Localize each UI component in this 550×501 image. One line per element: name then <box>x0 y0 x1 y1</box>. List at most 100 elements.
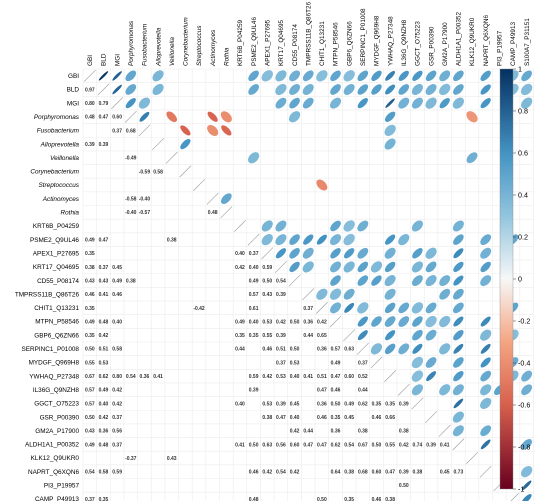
correlation-ellipse <box>357 70 369 82</box>
correlation-ellipse <box>425 70 437 82</box>
correlation-value-label: 0.67 <box>358 442 368 448</box>
correlation-value-label: 0.38 <box>126 278 136 284</box>
legend-tick-label: 0.8 <box>518 106 528 115</box>
correlation-ellipse <box>452 411 464 423</box>
correlation-value-label: 0.38 <box>385 497 395 501</box>
correlation-ellipse <box>453 275 464 286</box>
column-label: GBP6_Q6ZN66 <box>346 21 353 66</box>
correlation-value-label: 0.74 <box>413 442 423 448</box>
column-label: Corynebacterium <box>183 17 190 66</box>
row-label: MTPN_P58546 <box>35 319 79 326</box>
correlation-ellipse <box>289 261 300 273</box>
correlation-ellipse <box>453 370 464 382</box>
correlation-ellipse <box>180 138 191 150</box>
correlation-value-label: 0.49 <box>99 388 109 394</box>
correlation-ellipse <box>371 316 382 327</box>
diagonal-slash <box>165 151 178 164</box>
correlation-value-label: 0.50 <box>317 497 327 501</box>
correlation-ellipse <box>180 125 191 136</box>
row-label: GBP6_Q6ZN66 <box>34 332 79 339</box>
correlation-ellipse <box>398 302 410 314</box>
column-label: Veillonella <box>169 37 176 66</box>
correlation-value-label: 0.40 <box>235 401 245 407</box>
correlation-ellipse <box>248 152 260 164</box>
correlation-ellipse <box>466 152 478 164</box>
correlation-value-label: 0.45 <box>344 415 354 421</box>
column-label: Rothia <box>224 47 231 66</box>
correlation-ellipse <box>385 70 396 81</box>
correlation-ellipse <box>138 97 151 109</box>
correlation-value-label: 0.35 <box>99 497 109 501</box>
correlation-ellipse <box>453 70 464 82</box>
correlation-value-label: -0.58 <box>125 197 137 203</box>
correlation-ellipse <box>425 83 437 95</box>
row-label: NAPRT_Q6XQN6 <box>28 469 79 476</box>
correlation-ellipse <box>453 84 464 95</box>
correlation-ellipse <box>112 84 122 95</box>
correlation-value-label: 0.41 <box>303 374 313 380</box>
correlation-ellipse <box>411 97 423 109</box>
correlation-value-label: 0.54 <box>344 442 354 448</box>
correlation-ellipse <box>385 84 396 95</box>
correlation-ellipse <box>302 247 314 259</box>
correlation-ellipse <box>480 397 492 410</box>
column-label: GBI <box>87 55 94 66</box>
row-label: CD55_P08174 <box>37 278 79 285</box>
diagonal-slash <box>234 220 246 232</box>
correlation-ellipse <box>385 234 396 245</box>
legend-tick-label: -0.2 <box>518 316 530 325</box>
correlation-ellipse <box>302 261 314 273</box>
correlation-ellipse <box>344 302 355 313</box>
column-label: KRT6B_P04259 <box>237 19 244 66</box>
correlation-value-label: 0.53 <box>99 360 109 366</box>
correlation-ellipse <box>398 70 409 81</box>
correlation-ellipse <box>480 439 491 450</box>
correlation-ellipse <box>248 84 259 95</box>
correlation-value-label: 0.58 <box>112 347 122 353</box>
correlation-ellipse <box>330 70 341 82</box>
column-label: TMPRSS11B_Q86T26 <box>305 1 312 66</box>
correlation-ellipse <box>357 302 369 314</box>
row-label: MGI <box>67 100 79 107</box>
correlation-ellipse <box>453 343 464 354</box>
correlation-value-label: 0.55 <box>385 442 395 448</box>
correlation-ellipse <box>453 248 464 259</box>
correlation-ellipse <box>329 97 342 109</box>
correlation-value-label: 0.38 <box>344 470 354 476</box>
column-label: GSR_P00390 <box>428 26 435 66</box>
correlation-value-label: 0.53 <box>290 360 300 366</box>
correlation-value-label: 0.57 <box>331 347 341 353</box>
correlation-ellipse <box>453 234 464 245</box>
correlation-value-label: 0.46 <box>317 415 327 421</box>
correlation-ellipse <box>357 316 368 327</box>
correlation-ellipse <box>289 234 300 245</box>
correlation-value-label: 0.47 <box>276 415 286 421</box>
correlation-ellipse <box>330 220 341 232</box>
correlation-value-label: 0.37 <box>112 415 122 421</box>
correlation-value-label: 0.48 <box>249 497 259 501</box>
correlation-ellipse <box>439 275 451 287</box>
correlation-value-label: 0.46 <box>249 470 259 476</box>
correlation-value-label: 0.37 <box>112 442 122 448</box>
correlation-value-label: 0.43 <box>85 278 95 284</box>
correlation-ellipse <box>343 70 355 82</box>
correlation-value-label: 0.42 <box>99 333 109 339</box>
correlation-ellipse <box>370 343 383 355</box>
correlation-ellipse <box>521 494 532 501</box>
correlation-value-label: -0.42 <box>193 306 205 312</box>
correlation-value-label: 0.49 <box>85 319 95 325</box>
correlation-ellipse <box>288 111 301 123</box>
correlation-ellipse <box>384 302 396 314</box>
correlation-ellipse <box>439 343 451 355</box>
diagonal-slash <box>152 138 165 151</box>
correlation-value-label: 0.79 <box>99 101 109 107</box>
correlation-ellipse <box>357 98 368 109</box>
correlation-ellipse <box>330 248 341 259</box>
correlation-value-label: 0.56 <box>276 442 286 448</box>
correlation-value-label: 0.44 <box>303 333 313 339</box>
correlation-ellipse <box>112 71 122 81</box>
correlation-value-label: 0.48 <box>208 210 218 216</box>
correlation-ellipse <box>384 261 396 273</box>
correlation-value-label: 0.61 <box>249 306 259 312</box>
